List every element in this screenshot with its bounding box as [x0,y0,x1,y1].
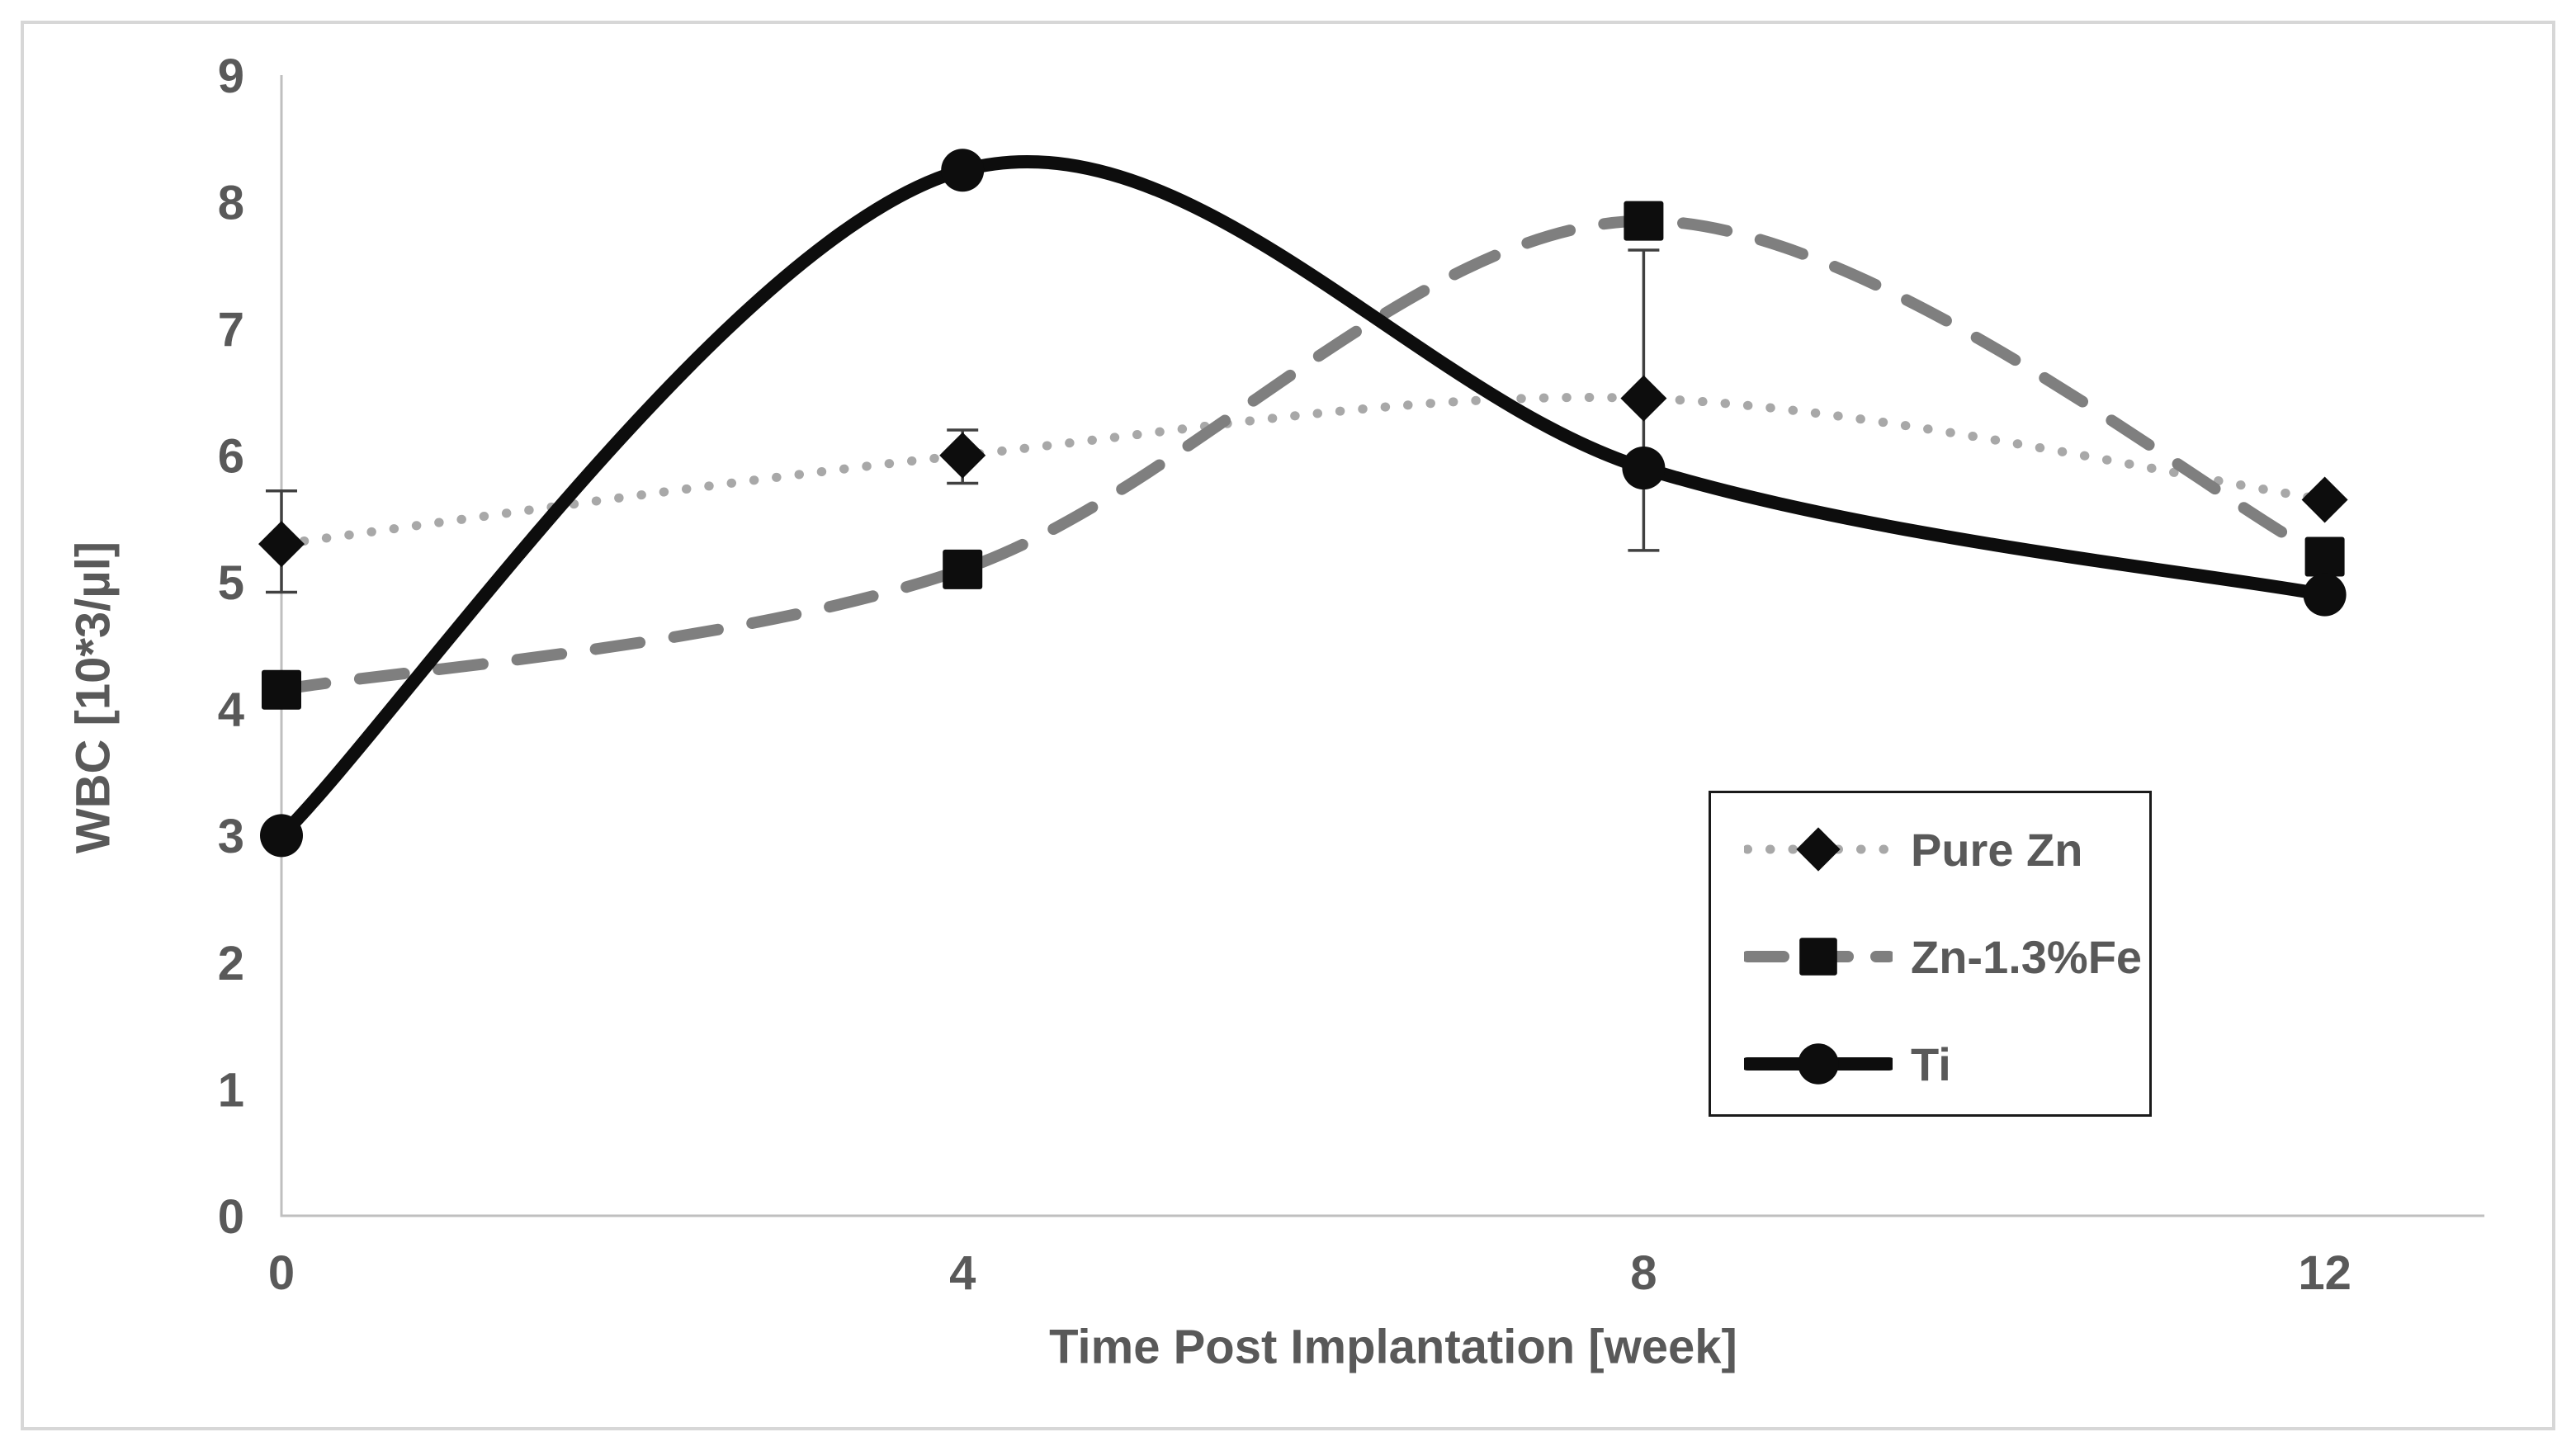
legend-label-ti: Ti [1911,1037,1951,1090]
circle-marker-icon [941,149,985,192]
legend-item-pure-zn: Pure Zn [1744,816,2082,882]
y-tick-label: 4 [218,683,244,737]
series-line-dashed [276,215,2331,696]
diamond-marker-icon [1796,827,1841,872]
y-tick-label: 9 [218,50,244,103]
y-tick-label: 5 [218,556,244,610]
square-marker-icon [2304,536,2345,577]
diamond-marker-icon [939,432,986,479]
y-axis-title: WBC [10*3/µl] [66,541,121,854]
series-line-solid [275,154,2332,843]
y-tick-label: 6 [218,430,244,484]
legend-swatch-solid-circle-icon [1744,1043,1893,1085]
circle-marker-icon [2303,573,2347,617]
legend-item-ti: Ti [1744,1031,1951,1097]
diamond-marker-icon [2301,476,2348,523]
y-tick-label: 1 [218,1063,244,1117]
legend-label-pure-zn: Pure Zn [1911,823,2083,876]
legend-item-zn-fe: Zn-1.3%Fe [1744,924,2142,990]
y-tick-label: 3 [218,810,244,863]
circle-marker-icon [260,814,303,858]
square-marker-icon [1624,201,1664,241]
legend-label-zn-fe: Zn-1.3%Fe [1911,930,2143,983]
legend-swatch-dotted-diamond-icon [1744,827,1893,872]
x-tick-label: 0 [268,1246,295,1300]
circle-marker-icon [1798,1043,1839,1085]
x-axis-title: Time Post Implantation [week] [1049,1320,1737,1374]
legend: Pure Zn Zn-1.3%Fe Ti [1709,791,2152,1117]
y-tick-label: 7 [218,303,244,357]
square-marker-icon [943,549,983,589]
square-marker-icon [1799,938,1837,976]
diamond-marker-icon [1620,375,1667,422]
x-tick-label: 12 [2298,1246,2351,1300]
x-tick-label: 4 [949,1246,976,1300]
x-tick-label: 8 [1630,1246,1657,1300]
legend-swatch-dashed-square-icon [1744,938,1893,976]
square-marker-icon [262,669,301,710]
diamond-marker-icon [258,521,305,568]
circle-marker-icon [1622,447,1666,490]
y-tick-label: 2 [218,937,244,990]
y-tick-label: 0 [218,1190,244,1244]
y-tick-label: 8 [218,176,244,229]
